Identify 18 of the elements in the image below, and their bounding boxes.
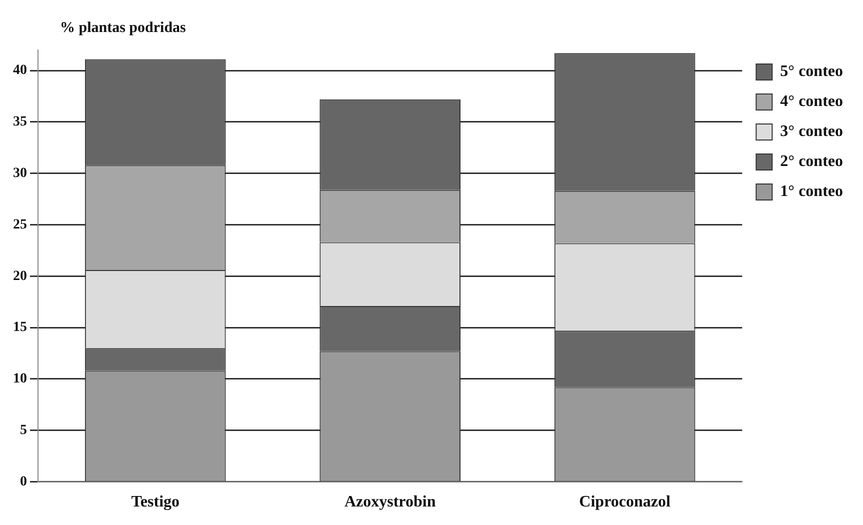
y-tick-label: 5 [20, 423, 27, 438]
y-tick-label: 20 [13, 268, 27, 284]
y-tick-label: 10 [13, 372, 27, 387]
legend-label: 5° conteo [780, 63, 843, 80]
x-tick-label: Azoxystrobin [344, 494, 436, 511]
legend-label: 1° conteo [780, 183, 843, 200]
y-tick-label: 25 [13, 217, 27, 232]
legend-label: 3° conteo [780, 123, 843, 140]
y-tick-label: 15 [13, 320, 27, 336]
legend-label: 2° conteo [780, 153, 843, 170]
y-tick-label: 0 [20, 474, 27, 490]
y-axis-title: % plantas podridas [60, 20, 186, 36]
y-tick-label: 30 [13, 166, 27, 181]
legend-label: 4° conteo [780, 93, 843, 110]
y-tick-label: 40 [13, 63, 27, 78]
y-tick-label: 35 [13, 114, 27, 130]
x-tick-label: Testigo [131, 494, 180, 511]
x-tick-label: Ciproconazol [579, 494, 671, 511]
